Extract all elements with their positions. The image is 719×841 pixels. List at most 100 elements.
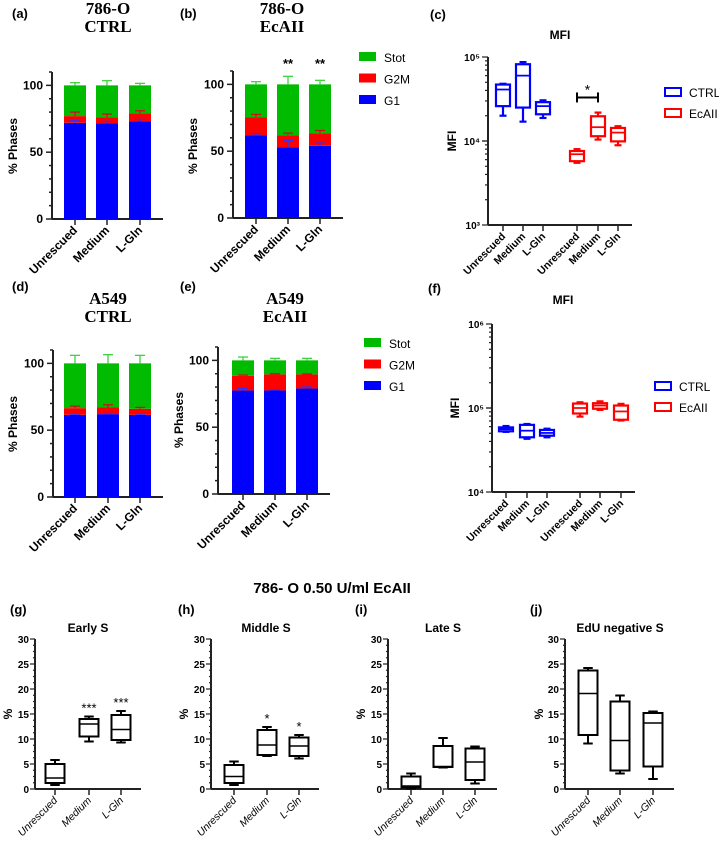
legend-label: Stot bbox=[389, 337, 411, 351]
y-tick-label: 0 bbox=[376, 785, 382, 796]
y-tick-label: 30 bbox=[194, 635, 206, 646]
bar-g2m bbox=[129, 113, 151, 122]
chart-title: EcAII bbox=[263, 307, 308, 326]
y-axis-label: % Phases bbox=[6, 118, 20, 174]
legend-swatch-ctrl bbox=[664, 87, 682, 97]
box bbox=[223, 764, 245, 784]
box bbox=[464, 747, 486, 781]
y-axis-label: % Phases bbox=[6, 396, 20, 452]
y-tick-label: 0 bbox=[199, 785, 205, 796]
y-tick-label: 10⁴ bbox=[464, 137, 480, 148]
legend-swatch-g2m bbox=[359, 73, 376, 83]
chart-title: A549 bbox=[266, 289, 304, 308]
x-tick-label: Unrescued bbox=[26, 501, 80, 555]
x-tick-label: Unrescued bbox=[194, 498, 248, 552]
x-tick-label: Medium bbox=[237, 794, 272, 829]
significance-marker: * bbox=[585, 81, 591, 97]
legend-swatch-g1 bbox=[364, 381, 381, 390]
bar-g2m bbox=[309, 133, 331, 146]
y-tick-label: 10 bbox=[18, 735, 30, 746]
legend-label: G1 bbox=[384, 94, 400, 108]
y-tick-label: 20 bbox=[194, 685, 206, 696]
y-axis-label: MFI bbox=[445, 131, 459, 152]
y-tick-label: 0 bbox=[202, 487, 209, 501]
box bbox=[110, 714, 132, 741]
panel-label: (c) bbox=[430, 7, 446, 22]
bar-stot bbox=[64, 85, 86, 117]
x-tick-label: Medium bbox=[71, 501, 113, 543]
panel-label: (f) bbox=[428, 281, 441, 296]
box bbox=[514, 63, 532, 109]
chart-title: 786-O bbox=[86, 0, 130, 18]
panel-label: (h) bbox=[178, 602, 195, 617]
bar-stot bbox=[129, 363, 151, 409]
box bbox=[494, 83, 512, 108]
panel-c: (c)MFIMFI10³10⁴10⁵UnrescuedMediumL-GlnUn… bbox=[430, 7, 719, 278]
y-tick-label: 25 bbox=[18, 660, 30, 671]
x-tick-label: L-Gln bbox=[113, 223, 145, 255]
bar-stot bbox=[264, 360, 286, 375]
y-tick-label: 10⁵ bbox=[468, 404, 484, 415]
box bbox=[256, 729, 278, 756]
y-tick-label: 10⁴ bbox=[468, 488, 484, 499]
box bbox=[612, 404, 630, 421]
y-axis-label: % bbox=[1, 708, 15, 719]
legend-label: Stot bbox=[384, 51, 406, 65]
significance-marker: *** bbox=[113, 695, 128, 710]
y-tick-label: 25 bbox=[548, 660, 560, 671]
x-tick-label: L-Gln bbox=[277, 795, 304, 822]
legend-swatch-ctrl bbox=[654, 381, 672, 391]
y-axis-label: % bbox=[354, 708, 368, 719]
chart-title: EdU negative S bbox=[576, 621, 663, 635]
y-tick-label: 0 bbox=[217, 211, 224, 225]
bar-g1 bbox=[264, 390, 286, 494]
y-tick-label: 100 bbox=[189, 353, 209, 367]
x-tick-label: L-Gln bbox=[99, 795, 126, 822]
x-tick-label: Unrescued bbox=[195, 794, 240, 839]
box bbox=[577, 669, 599, 736]
y-tick-label: 10 bbox=[371, 735, 383, 746]
bar-stot bbox=[97, 363, 119, 408]
chart-title: CTRL bbox=[84, 307, 131, 326]
panel-j: (j) EdU negative S% 0 5 10 15 20 25 30 UnrescuedM… bbox=[530, 602, 674, 839]
bar-g1 bbox=[245, 135, 267, 218]
legend-label: EcAII bbox=[679, 401, 708, 415]
box bbox=[534, 101, 552, 116]
box bbox=[44, 763, 66, 784]
legend-swatch-g1 bbox=[359, 95, 376, 104]
legend-label: G1 bbox=[389, 380, 405, 394]
y-tick-label: 10 bbox=[548, 735, 560, 746]
bar-g2m bbox=[97, 407, 119, 415]
x-tick-label: L-Gln bbox=[453, 795, 480, 822]
y-axis-label: % Phases bbox=[186, 118, 200, 174]
y-tick-label: 5 bbox=[199, 760, 205, 771]
x-tick-label: L-Gln bbox=[293, 222, 325, 254]
legend-label: G2M bbox=[384, 73, 410, 87]
y-tick-label: 0 bbox=[37, 490, 44, 504]
box bbox=[609, 700, 631, 772]
y-tick-label: 50 bbox=[196, 420, 210, 434]
y-tick-label: 5 bbox=[23, 760, 29, 771]
bar-stot bbox=[309, 84, 331, 134]
y-tick-label: 10⁶ bbox=[468, 320, 484, 331]
y-tick-label: 15 bbox=[18, 710, 30, 721]
y-tick-label: 5 bbox=[553, 760, 559, 771]
x-tick-label: Medium bbox=[590, 794, 625, 829]
bar-g1 bbox=[97, 414, 119, 497]
bar-stot bbox=[296, 360, 318, 375]
box bbox=[78, 718, 100, 738]
bar-stot bbox=[64, 363, 86, 409]
y-tick-label: 30 bbox=[548, 635, 560, 646]
y-tick-label: 30 bbox=[18, 635, 30, 646]
y-tick-label: 100 bbox=[24, 356, 44, 370]
legend-label: EcAII bbox=[689, 107, 718, 121]
x-tick-label: Unrescued bbox=[26, 223, 80, 277]
y-tick-label: 10³ bbox=[466, 221, 481, 232]
legend-label: CTRL bbox=[679, 380, 711, 394]
bar-g2m bbox=[64, 408, 86, 415]
y-tick-label: 10 bbox=[194, 735, 206, 746]
panel-f: (f)MFIMFI10⁴10⁵10⁶UnrescuedMediumL-GlnUn… bbox=[428, 281, 711, 545]
